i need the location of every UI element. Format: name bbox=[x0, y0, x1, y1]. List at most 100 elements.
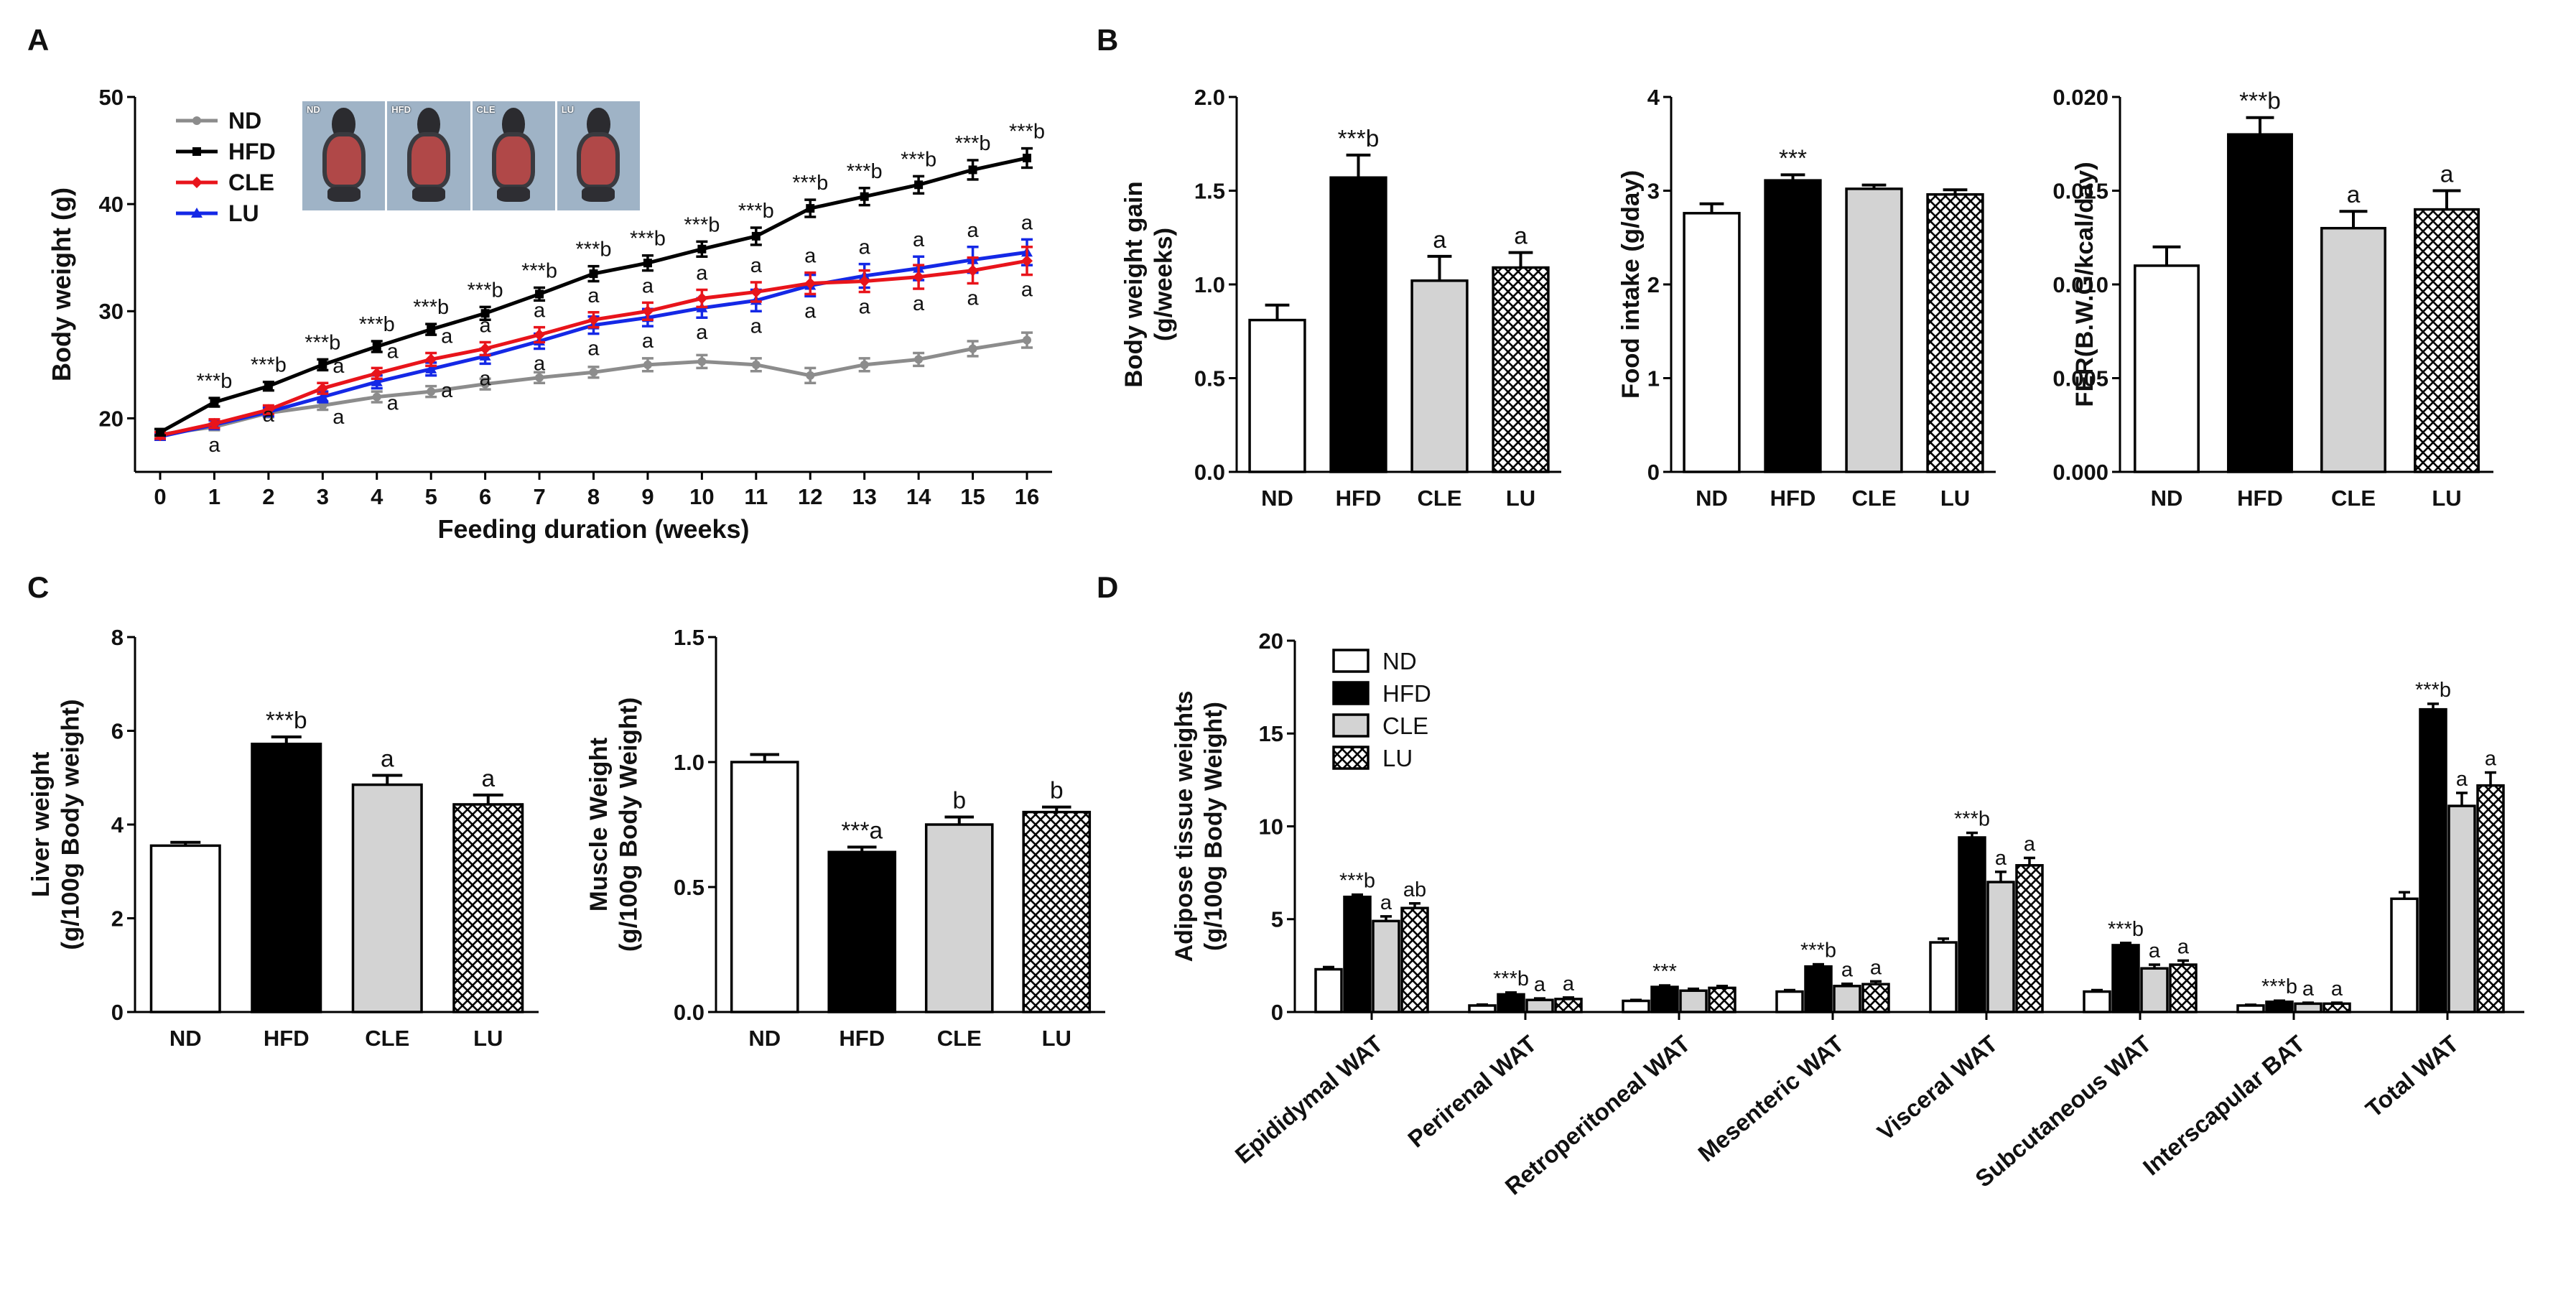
bar bbox=[730, 761, 799, 1013]
legend-label: HFD bbox=[1382, 680, 1431, 707]
point bbox=[372, 342, 381, 351]
significance-label: ***b bbox=[266, 707, 307, 734]
significance-label: a bbox=[967, 287, 979, 310]
bar bbox=[2476, 784, 2505, 1013]
x-tick-label: LU bbox=[473, 1026, 503, 1051]
photo-label: CLE bbox=[476, 104, 496, 115]
significance-label: a bbox=[1841, 959, 1854, 982]
bar bbox=[1926, 192, 1984, 473]
y-tick-label: 0.5 bbox=[674, 875, 705, 900]
bar bbox=[1683, 212, 1741, 473]
point bbox=[641, 305, 654, 317]
significance-label: ***b bbox=[684, 213, 720, 236]
x-tick-label: 1 bbox=[208, 484, 220, 509]
bar bbox=[2083, 990, 2111, 1013]
point bbox=[587, 314, 600, 326]
significance-label: *** bbox=[1779, 145, 1807, 172]
point bbox=[968, 344, 977, 353]
bar bbox=[1929, 941, 1958, 1013]
x-tick-label: 5 bbox=[425, 484, 437, 509]
panel-label: B bbox=[1097, 23, 1118, 57]
significance-label: a bbox=[2149, 939, 2161, 962]
bar bbox=[1708, 986, 1736, 1013]
y-axis-label: Body weight (g) bbox=[47, 187, 76, 381]
bar bbox=[1986, 881, 2015, 1013]
x-tick-label: ND bbox=[169, 1026, 202, 1051]
y-tick-label: 0 bbox=[1271, 1000, 1283, 1025]
y-tick-label: 3 bbox=[1647, 178, 1660, 203]
x-tick-label: CLE bbox=[1418, 486, 1462, 511]
photo-hfd: HFD bbox=[387, 101, 470, 210]
y-tick-label: 20 bbox=[1259, 628, 1283, 654]
bar bbox=[1764, 179, 1822, 473]
y-tick-label: 6 bbox=[111, 718, 124, 743]
bar bbox=[1861, 983, 1890, 1013]
x-tick-label: LU bbox=[1506, 486, 1535, 511]
x-tick-label: CLE bbox=[1852, 486, 1897, 511]
x-tick-label: HFD bbox=[1336, 486, 1382, 511]
significance-label: a bbox=[333, 355, 345, 378]
significance-label: ***b bbox=[792, 172, 828, 195]
y-axis-label: Muscle Weight (g/100g Body Weight) bbox=[585, 697, 643, 952]
y-axis-label: Food intake (g/day) bbox=[1617, 170, 1645, 399]
bar bbox=[1804, 965, 1833, 1013]
significance-label: a bbox=[381, 746, 394, 772]
bar bbox=[1343, 895, 1372, 1013]
point bbox=[1021, 255, 1033, 267]
significance-label: ***b bbox=[359, 313, 395, 336]
significance-label: a bbox=[2302, 978, 2315, 1001]
y-tick-label: 1.0 bbox=[1194, 272, 1225, 297]
significance-label: a bbox=[913, 228, 925, 251]
point bbox=[210, 398, 219, 407]
bar bbox=[2320, 226, 2386, 473]
x-tick-label: HFD bbox=[264, 1026, 310, 1051]
legend-marker bbox=[191, 208, 203, 218]
photo-nd: ND bbox=[302, 101, 386, 210]
point bbox=[806, 204, 815, 213]
significance-label: ***b bbox=[738, 200, 774, 223]
point bbox=[589, 269, 598, 279]
point bbox=[534, 329, 546, 341]
bar bbox=[149, 844, 221, 1013]
bar bbox=[827, 850, 897, 1013]
bar bbox=[1525, 998, 1554, 1013]
point bbox=[914, 355, 924, 364]
significance-label: a bbox=[642, 274, 654, 297]
bar bbox=[1497, 993, 1525, 1013]
significance-label: a bbox=[642, 330, 654, 353]
legend-label: ND bbox=[228, 108, 261, 134]
point bbox=[697, 244, 707, 254]
point bbox=[371, 367, 383, 379]
x-axis-label: Feeding duration (weeks) bbox=[437, 514, 749, 544]
y-tick-label: 8 bbox=[111, 625, 124, 650]
significance-label: ***b bbox=[1338, 126, 1380, 152]
legend-marker bbox=[192, 147, 201, 156]
y-tick-label: 0.000 bbox=[2052, 460, 2108, 485]
bar bbox=[2227, 133, 2293, 473]
y-tick-label: 4 bbox=[111, 812, 124, 837]
significance-label: ***b bbox=[576, 238, 612, 261]
y-tick-label: 4 bbox=[1647, 85, 1660, 110]
bar bbox=[2015, 864, 2044, 1013]
bar bbox=[2236, 1004, 2265, 1013]
y-axis-label: Adipose tissue weights(g/100g Body Weigh… bbox=[1171, 691, 1227, 962]
bar bbox=[1833, 985, 1861, 1013]
significance-label: a bbox=[2485, 748, 2497, 771]
significance-label: a bbox=[480, 315, 492, 338]
legend-swatch bbox=[1332, 746, 1370, 770]
point bbox=[589, 368, 598, 377]
bar bbox=[2294, 1002, 2322, 1013]
significance-label: ***b bbox=[847, 160, 883, 183]
legend-label: LU bbox=[1382, 745, 1413, 771]
significance-label: a bbox=[2347, 182, 2361, 208]
x-tick-label: ND bbox=[2151, 486, 2183, 511]
bar bbox=[452, 803, 524, 1013]
bar bbox=[1622, 999, 1650, 1013]
y-tick-label: 0.010 bbox=[2052, 272, 2108, 297]
photo-label: HFD bbox=[391, 104, 411, 115]
x-tick-label: 0 bbox=[154, 484, 166, 509]
x-tick-label: HFD bbox=[839, 1026, 885, 1051]
x-tick-label: Total WAT bbox=[2361, 1030, 2464, 1123]
significance-label: a bbox=[967, 219, 979, 242]
